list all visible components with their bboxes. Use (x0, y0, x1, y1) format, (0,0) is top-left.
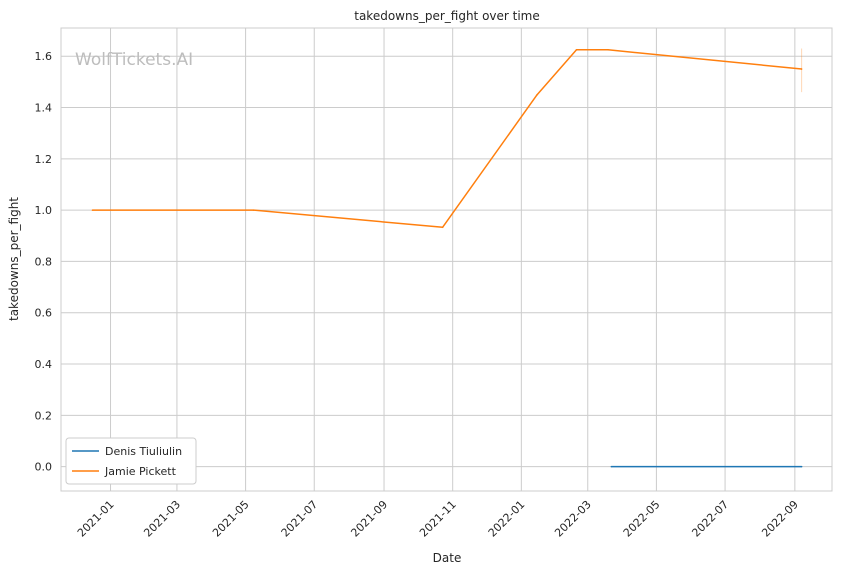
x-tick-label: 2022-03 (552, 498, 594, 540)
data-point (610, 465, 613, 468)
y-tick-label: 1.2 (35, 153, 53, 166)
y-tick-label: 0.8 (35, 255, 53, 268)
y-tick-label: 1.6 (35, 50, 53, 63)
legend: Denis Tiuliulin Jamie Pickett (65, 437, 197, 485)
legend-label-denis: Denis Tiuliulin (105, 445, 182, 458)
data-point (91, 209, 94, 211)
data-point (800, 465, 803, 468)
x-tick-label: 2022-07 (689, 498, 731, 540)
data-point (575, 49, 578, 51)
legend-label-jamie: Jamie Pickett (104, 465, 177, 478)
chart-title: takedowns_per_fight over time (354, 9, 540, 23)
y-tick-label: 0.2 (35, 409, 53, 422)
y-tick-label: 1.0 (35, 204, 53, 217)
data-point (800, 68, 803, 70)
x-tick-label: 2022-05 (621, 498, 663, 540)
y-tick-label: 1.4 (35, 102, 53, 115)
x-tick-label: 2022-01 (486, 498, 528, 540)
x-tick-label: 2021-01 (75, 498, 117, 540)
x-axis-title: Date (433, 551, 462, 565)
x-tick-label: 2021-03 (141, 498, 183, 540)
x-tick-label: 2022-09 (759, 498, 801, 540)
x-tick-label: 2021-05 (210, 498, 252, 540)
y-tick-label: 0.0 (35, 461, 53, 474)
plot-area (60, 27, 833, 492)
data-point (252, 209, 255, 211)
watermark: WolfTickets.AI (75, 50, 193, 70)
y-tick-label: 0.4 (35, 358, 53, 371)
x-tick-label: 2021-09 (348, 498, 390, 540)
data-point (441, 226, 444, 229)
x-tick-label: 2021-07 (279, 498, 321, 540)
y-tick-label: 0.6 (35, 307, 53, 320)
data-point (607, 49, 609, 51)
x-tick-label: 2021-11 (417, 498, 459, 540)
legend-box (65, 437, 197, 485)
y-axis-title: takedowns_per_fight (7, 197, 21, 321)
series-layer (91, 48, 803, 468)
data-point (536, 93, 538, 96)
